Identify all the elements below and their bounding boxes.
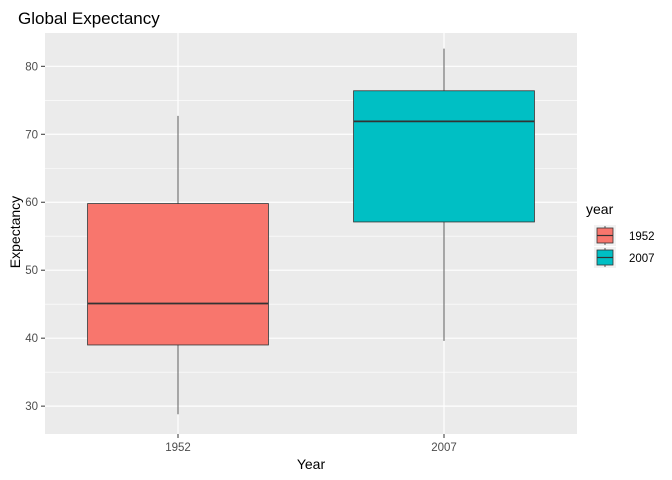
y-tick-label: 30 (25, 401, 38, 413)
box-2007 (353, 48, 535, 341)
x-axis: 1952 2007 (165, 434, 457, 454)
legend-label: 2007 (629, 253, 655, 265)
boxes (87, 48, 535, 415)
box-1952 (87, 115, 269, 415)
chart-title: Global Expectancy (18, 9, 160, 28)
y-axis-title: Expectancy (7, 196, 23, 268)
y-tick-label: 50 (25, 265, 38, 277)
box-body (353, 90, 535, 223)
box-body (87, 203, 269, 346)
x-axis-title: Year (297, 456, 326, 472)
y-tick-label: 60 (25, 197, 38, 209)
legend-key-2007 (594, 247, 616, 268)
y-tick-label: 40 (25, 333, 38, 345)
x-tick-label: 1952 (165, 442, 191, 454)
y-axis: 30 40 50 60 70 80 (25, 61, 45, 413)
legend-title: year (586, 201, 614, 217)
legend-key-1952 (594, 225, 616, 246)
legend-label: 1952 (629, 231, 655, 243)
y-tick-label: 80 (25, 61, 38, 73)
legend: year 1952 2007 (586, 201, 655, 268)
y-tick-label: 70 (25, 129, 38, 141)
x-tick-label: 2007 (431, 442, 457, 454)
